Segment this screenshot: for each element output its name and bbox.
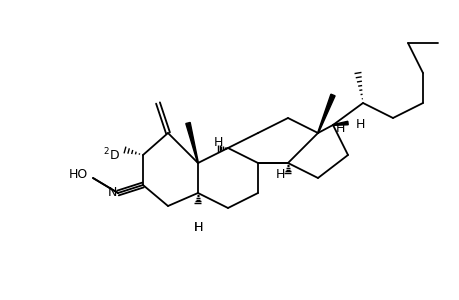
Text: H: H	[193, 221, 202, 235]
Text: HO: HO	[68, 169, 87, 182]
Text: H: H	[335, 122, 344, 134]
Text: N: N	[107, 187, 117, 200]
Text: H: H	[193, 221, 202, 235]
Text: H: H	[213, 136, 222, 149]
Polygon shape	[185, 122, 198, 163]
Text: H: H	[275, 169, 284, 182]
Polygon shape	[317, 94, 334, 133]
Text: $^{2}$D: $^{2}$D	[103, 147, 120, 163]
Text: H: H	[355, 118, 364, 131]
Polygon shape	[332, 121, 347, 125]
